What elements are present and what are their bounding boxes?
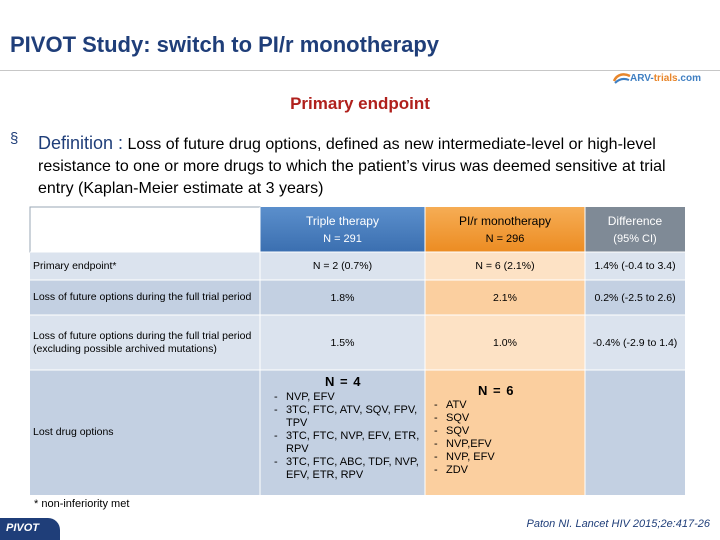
logo-text: ARV-trials.com [630,73,701,84]
definition-label: Definition : [38,133,124,153]
slide-title: PIVOT Study: switch to PI/r monotherapy [10,32,440,57]
list-item: 3TC, FTC, ABC, TDF, NVP, EFV, ETR, RPV [274,456,424,482]
cell-primary-mono: N = 6 (2.1%) [475,260,535,272]
row1-triple-bg [260,252,425,280]
header-triple-title: Triple therapy [306,213,379,228]
cell-loss-full-diff: 0.2% (-2.5 to 2.6) [594,291,676,304]
list-item: SQV [434,412,574,425]
header-mono-bg [425,207,585,252]
lost-mono-count: N = 6 [478,383,515,398]
footnote: * non-inferiority met [34,498,130,510]
header-diff-bg [585,207,685,252]
row-label-loss-full-trial: Loss of future options during the full t… [33,291,252,303]
list-item: 3TC, FTC, ATV, SQV, FPV, TPV [274,404,424,430]
row2-triple-bg [260,280,425,315]
list-item: NVP,EFV [434,438,574,451]
arv-trials-logo: ARV-trials.com [612,70,716,90]
header-pi-monotherapy: PI/r monotherapy N = 296 [425,207,585,252]
title-divider [0,70,720,71]
cell-loss-full-mono: 2.1% [493,291,517,304]
lost-triple-count: N = 4 [325,374,362,389]
header-mono-n: N = 296 [485,232,525,245]
cell-primary-triple: N = 2 (0.7%) [312,260,373,272]
header-triple-therapy: Triple therapy N = 291 [260,207,425,252]
row-label-lost-drug-options: Lost drug options [33,426,114,438]
citation: Paton NI. Lancet HIV 2015;2e:417-26 [526,518,710,530]
row-label-loss-excluding-archived: Loss of future options during the full t… [33,329,252,355]
list-item: NVP, EFV [434,451,574,464]
list-item: ATV [434,399,574,412]
row1-mono-bg [425,252,585,280]
cell-loss-excl-diff: -0.4% (-2.9 to 1.4) [592,336,678,349]
list-item: 3TC, FTC, NVP, EFV, ETR, RPV [274,430,424,456]
header-diff-title: Difference [607,213,663,228]
row4-diff-bg [585,370,685,495]
cell-primary-diff: 1.4% (-0.4 to 3.4) [594,260,676,272]
cell-loss-excl-triple: 1.5% [330,336,355,349]
header-diff-ci: (95% CI) [613,232,657,245]
list-item: NVP, EFV [274,391,424,404]
definition-body: Loss of future drug options, defined as … [38,136,666,197]
cell-loss-full-triple: 1.8% [330,291,355,304]
footer-study-badge: PIVOT [0,518,60,540]
row3-triple-bg [260,315,425,370]
lost-mono-list: ATV SQV SQV NVP,EFV NVP, EFV ZDV [434,399,574,477]
row2-label-bg [30,280,260,315]
row1-label-bg [30,252,260,280]
row2-mono-bg [425,280,585,315]
row3-label-bg [30,315,260,370]
bullet-icon: § [10,130,19,147]
header-difference: Difference (95% CI) [585,207,685,252]
lost-triple-list: NVP, EFV 3TC, FTC, ATV, SQV, FPV, TPV 3T… [274,391,424,482]
row2-diff-bg [585,280,685,315]
table-corner-cell [29,206,261,253]
list-item: ZDV [434,464,574,477]
row4-label-bg [30,370,260,495]
footer-label: PIVOT [6,522,40,534]
cell-loss-excl-mono: 1.0% [493,336,517,349]
list-item: SQV [434,425,574,438]
row3-diff-bg [585,315,685,370]
logo-swirl-icon [612,73,631,84]
section-subtitle: Primary endpoint [290,94,430,113]
definition-text: Definition : Loss of future drug options… [38,132,704,200]
header-triple-bg [260,207,425,252]
row3-mono-bg [425,315,585,370]
row1-diff-bg [585,252,685,280]
row-label-primary-endpoint: Primary endpoint* [33,259,117,272]
header-mono-title: PI/r monotherapy [458,213,552,228]
header-triple-n: N = 291 [323,232,362,245]
